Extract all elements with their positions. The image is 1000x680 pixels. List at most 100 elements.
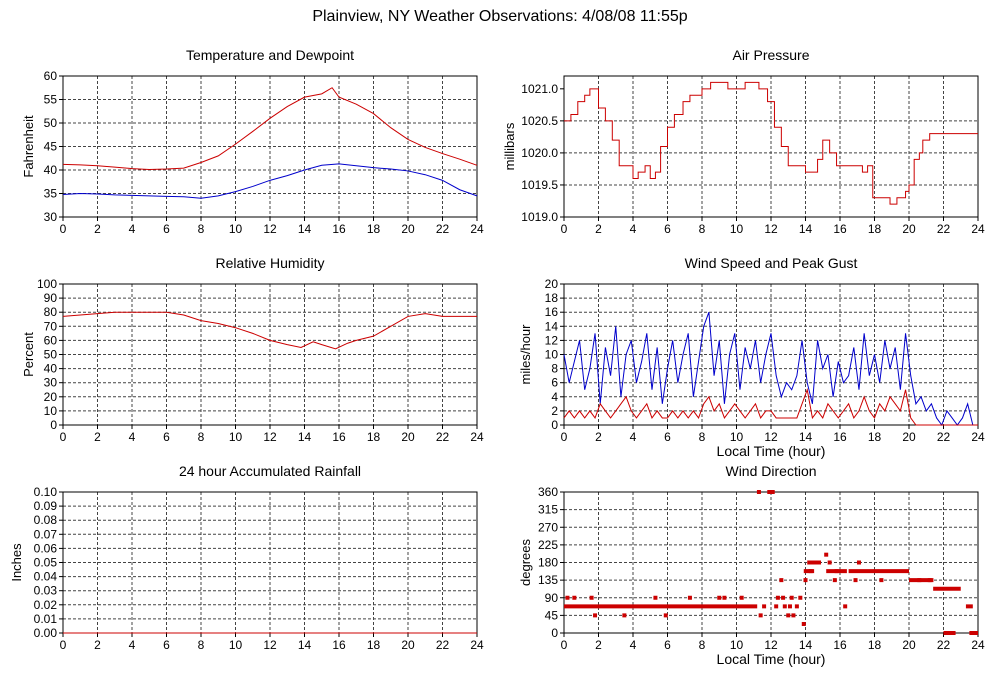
pressure-y-tick-label: 1019.5 [521, 178, 558, 192]
pressure-x-tick-label: 14 [799, 222, 813, 236]
direction-point [794, 604, 799, 609]
direction-point [589, 595, 594, 600]
direction-point [843, 604, 848, 609]
humidity-y-tick-label: 50 [44, 348, 58, 362]
pressure-x-tick-label: 6 [664, 222, 671, 236]
pressure-x-tick-label: 0 [561, 222, 568, 236]
humidity-x-tick-label: 12 [263, 430, 277, 444]
rain-y-tick-label: 0.06 [34, 541, 58, 555]
pressure-x-tick-label: 18 [868, 222, 882, 236]
temp-x-tick-label: 6 [163, 222, 170, 236]
direction-point [687, 595, 692, 600]
wind-y-tick-label: 18 [545, 291, 559, 305]
wind-y-tick-label: 8 [551, 362, 558, 376]
direction-y-axis-label: degrees [518, 539, 533, 586]
temp-y-tick-label: 60 [44, 69, 58, 83]
pressure-x-tick-label: 2 [595, 222, 602, 236]
direction-point [789, 595, 794, 600]
humidity-x-tick-label: 22 [436, 430, 450, 444]
pressure-x-tick-label: 22 [937, 222, 951, 236]
temp-x-tick-label: 0 [60, 222, 67, 236]
pressure-x-tick-label: 16 [833, 222, 847, 236]
rain-x-tick-label: 24 [470, 638, 484, 652]
humidity-x-tick-label: 18 [367, 430, 381, 444]
wind-x-tick-label: 16 [833, 430, 847, 444]
humidity-x-tick-label: 24 [470, 430, 484, 444]
direction-point [775, 595, 780, 600]
temp-y-tick-label: 45 [44, 140, 58, 154]
rain-y-tick-label: 0.01 [34, 612, 58, 626]
direction-point [739, 595, 744, 600]
pressure-x-tick-label: 12 [764, 222, 778, 236]
humidity-title: Relative Humidity [216, 255, 325, 271]
rain-x-tick-label: 14 [298, 638, 312, 652]
rain-x-tick-label: 12 [263, 638, 277, 652]
direction-title: Wind Direction [725, 463, 816, 479]
rain-y-tick-label: 0.00 [34, 626, 58, 640]
temp-x-tick-label: 14 [298, 222, 312, 236]
humidity-x-tick-label: 20 [401, 430, 415, 444]
direction-x-tick-label: 16 [833, 638, 847, 652]
wind-title: Wind Speed and Peak Gust [685, 255, 858, 271]
rain-y-tick-label: 0.09 [34, 499, 58, 513]
rain-x-tick-label: 4 [129, 638, 136, 652]
temp-y-tick-label: 55 [44, 93, 58, 107]
pressure-title: Air Pressure [732, 47, 809, 63]
direction-point [803, 578, 808, 583]
rain-y-tick-label: 0.08 [34, 513, 58, 527]
direction-point [762, 604, 767, 609]
humidity-y-axis-label: Percent [21, 332, 36, 377]
direction-x-tick-label: 10 [730, 638, 744, 652]
pressure-x-tick-label: 10 [730, 222, 744, 236]
direction-x-tick-label: 8 [699, 638, 706, 652]
temp-series-line-1 [62, 163, 478, 199]
direction-x-tick-label: 12 [764, 638, 778, 652]
direction-point [832, 578, 837, 583]
wind-y-tick-label: 4 [551, 390, 558, 404]
rain-y-tick-label: 0.02 [34, 598, 58, 612]
direction-point [717, 595, 722, 600]
direction-point [781, 595, 786, 600]
direction-y-tick-label: 225 [538, 538, 558, 552]
rain-y-axis-label: Inches [9, 543, 24, 582]
wind-series-line-0 [563, 312, 978, 427]
wind-series-line-1 [563, 387, 978, 426]
pressure-x-tick-label: 24 [971, 222, 985, 236]
temp-series-line-0 [62, 87, 478, 171]
temp-x-tick-label: 12 [263, 222, 277, 236]
humidity-y-tick-label: 40 [44, 362, 58, 376]
rain-y-tick-label: 0.05 [34, 556, 58, 570]
pressure-x-tick-label: 4 [630, 222, 637, 236]
direction-point [786, 613, 791, 618]
humidity-y-tick-label: 30 [44, 376, 58, 390]
pressure-x-tick-label: 8 [699, 222, 706, 236]
direction-x-tick-label: 6 [664, 638, 671, 652]
temp-title: Temperature and Dewpoint [186, 47, 354, 63]
direction-point [827, 560, 832, 565]
direction-x-tick-label: 14 [799, 638, 813, 652]
rain-y-tick-label: 0.07 [34, 527, 58, 541]
wind-x-tick-label: 24 [971, 430, 985, 444]
direction-point [779, 578, 784, 583]
humidity-x-tick-label: 0 [60, 430, 67, 444]
humidity-y-tick-label: 70 [44, 319, 58, 333]
direction-x-tick-label: 2 [595, 638, 602, 652]
rain-x-tick-label: 10 [229, 638, 243, 652]
pressure-x-tick-label: 20 [902, 222, 916, 236]
wind-y-tick-label: 10 [545, 348, 559, 362]
rain-x-tick-label: 6 [163, 638, 170, 652]
direction-point [756, 490, 761, 494]
rain-y-tick-label: 0.04 [34, 570, 58, 584]
wind-x-tick-label: 20 [902, 430, 916, 444]
direction-x-tick-label: 22 [937, 638, 951, 652]
direction-point [774, 604, 779, 609]
direction-point [929, 578, 934, 583]
direction-y-tick-label: 90 [545, 591, 559, 605]
humidity-x-tick-label: 6 [163, 430, 170, 444]
temp-x-tick-label: 4 [129, 222, 136, 236]
humidity-y-tick-label: 100 [37, 277, 57, 291]
direction-y-tick-label: 45 [545, 608, 559, 622]
wind-x-tick-label: 14 [799, 430, 813, 444]
